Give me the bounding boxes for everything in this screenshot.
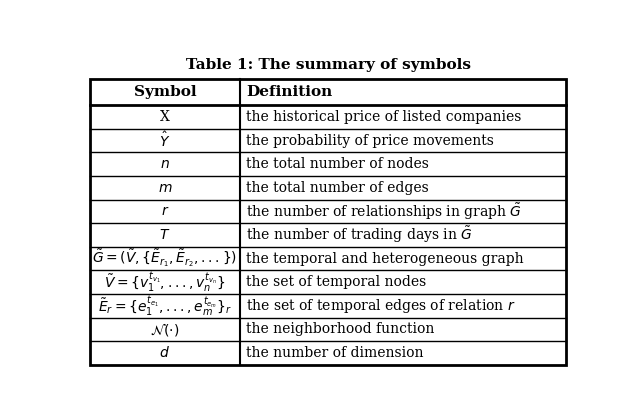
Text: Symbol: Symbol — [134, 85, 196, 99]
Text: $\hat{Y}$: $\hat{Y}$ — [159, 131, 171, 150]
Text: X: X — [160, 110, 170, 124]
Text: $r$: $r$ — [161, 204, 169, 219]
Text: the total number of edges: the total number of edges — [246, 181, 429, 195]
Text: the neighborhood function: the neighborhood function — [246, 322, 434, 337]
Text: the number of relationships in graph $\tilde{G}$: the number of relationships in graph $\t… — [246, 201, 522, 222]
Text: the number of dimension: the number of dimension — [246, 346, 424, 360]
Text: $T$: $T$ — [159, 228, 171, 242]
Text: $m$: $m$ — [157, 181, 172, 195]
Text: $\tilde{G} = (\tilde{V}, \{\tilde{E}_{r_1}, \tilde{E}_{r_2}, ...\})$: $\tilde{G} = (\tilde{V}, \{\tilde{E}_{r_… — [92, 248, 237, 269]
Text: $\mathcal{N}(\cdot)$: $\mathcal{N}(\cdot)$ — [150, 321, 180, 338]
Text: Table 1: The summary of symbols: Table 1: The summary of symbols — [186, 58, 470, 72]
FancyBboxPatch shape — [90, 79, 566, 365]
Text: $d$: $d$ — [159, 345, 170, 360]
Text: the temporal and heterogeneous graph: the temporal and heterogeneous graph — [246, 251, 524, 266]
Text: $\tilde{V} = \{v_1^{t_{v_1}}, ..., v_n^{t_{v_n}}\}$: $\tilde{V} = \{v_1^{t_{v_1}}, ..., v_n^{… — [104, 270, 225, 294]
Text: Definition: Definition — [246, 85, 332, 99]
Text: the probability of price movements: the probability of price movements — [246, 133, 493, 148]
Text: the number of trading days in $\tilde{G}$: the number of trading days in $\tilde{G}… — [246, 225, 472, 245]
Text: the set of temporal edges of relation $r$: the set of temporal edges of relation $r… — [246, 297, 515, 315]
Text: $\tilde{E}_r = \{e_1^{t_{e_1}}, ..., e_m^{t_{e_m}}\}_r$: $\tilde{E}_r = \{e_1^{t_{e_1}}, ..., e_m… — [98, 294, 232, 317]
Text: the total number of nodes: the total number of nodes — [246, 157, 429, 171]
Text: the set of temporal nodes: the set of temporal nodes — [246, 275, 426, 289]
Text: the historical price of listed companies: the historical price of listed companies — [246, 110, 521, 124]
Text: $n$: $n$ — [160, 157, 170, 171]
